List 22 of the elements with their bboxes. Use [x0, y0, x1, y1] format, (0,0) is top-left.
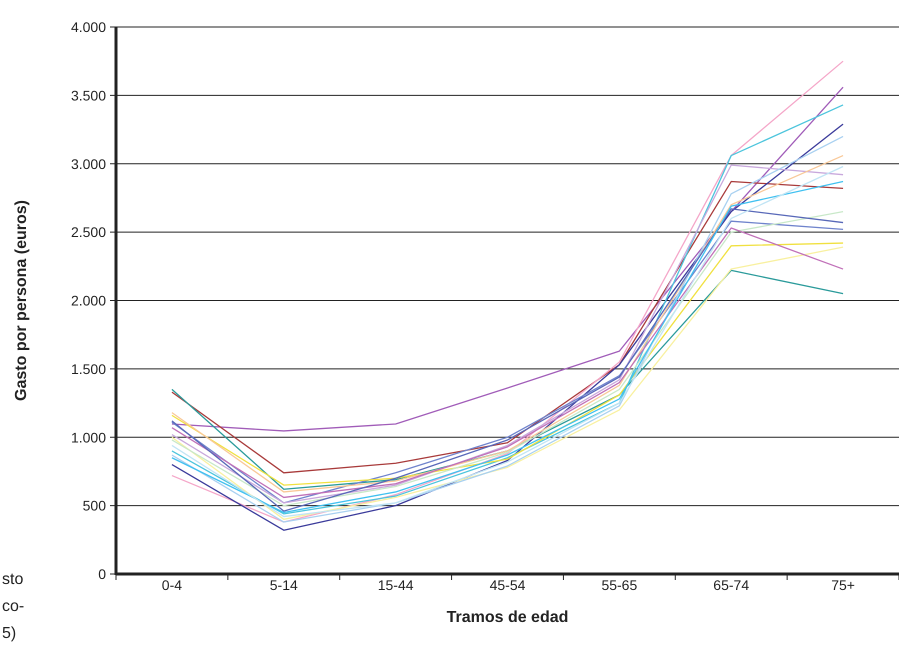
- text: 5): [2, 625, 16, 642]
- y-tick-label: 2.500: [70, 224, 106, 240]
- y-tick-label: 1.000: [70, 429, 106, 446]
- y-tick-label: 500: [82, 498, 106, 514]
- x-tick-label: 5-14: [270, 577, 298, 593]
- x-axis-title: Tramos de edad: [446, 609, 568, 626]
- y-tick-label: 1.500: [70, 360, 106, 377]
- x-tick-label: 45-54: [490, 577, 526, 593]
- x-tick-label: 65-74: [713, 577, 750, 593]
- x-tick-label: 0-4: [162, 577, 182, 593]
- y-tick-label: 2.000: [70, 292, 106, 308]
- x-tick-label: 75+: [831, 577, 855, 593]
- y-tick-label: 3.000: [70, 156, 106, 172]
- text: co-: [2, 598, 24, 615]
- y-tick-label: 3.500: [70, 87, 106, 104]
- y-tick-label: 0: [98, 566, 106, 582]
- y-tick-label: 4.000: [70, 19, 106, 35]
- x-tick-label: 55-65: [601, 577, 638, 593]
- y-axis-title: Gasto por persona (euros): [13, 200, 30, 401]
- x-tick-label: 15-44: [378, 577, 414, 593]
- line-series: [171, 86, 844, 432]
- text: sto: [2, 571, 24, 588]
